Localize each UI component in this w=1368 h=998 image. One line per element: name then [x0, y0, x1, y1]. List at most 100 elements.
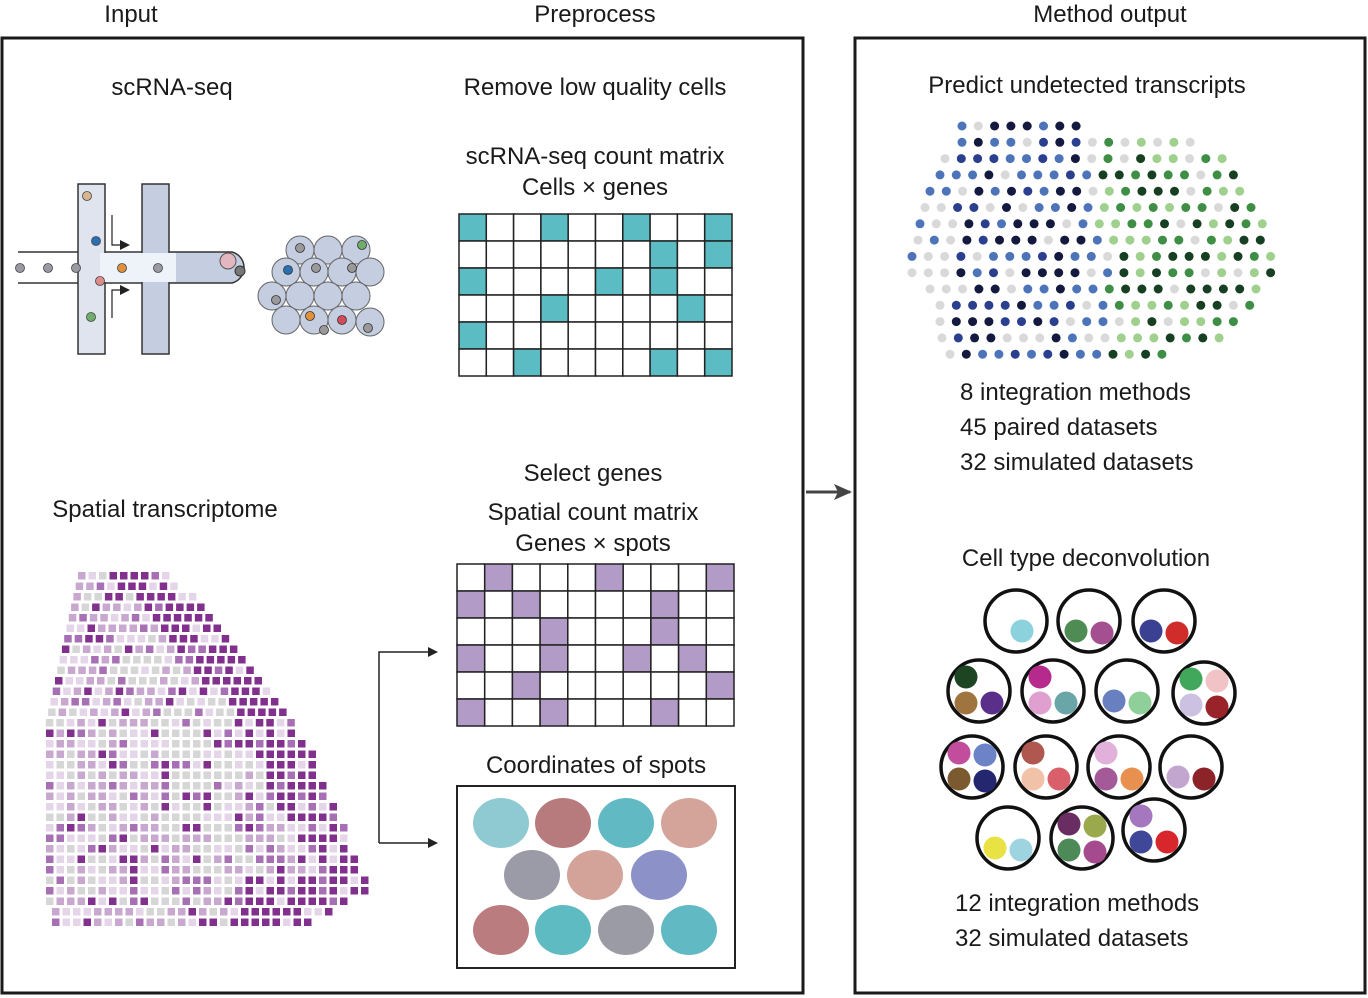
tissue-spot — [73, 687, 82, 695]
transcript-dot — [1021, 268, 1031, 278]
tissue-spot — [161, 750, 169, 758]
spatial-matrix-cell — [511, 671, 541, 700]
tissue-spot — [256, 813, 264, 821]
transcript-dot — [1192, 219, 1202, 229]
spot-circle — [567, 850, 623, 900]
tissue-spot — [214, 876, 222, 884]
tissue-spot — [67, 855, 75, 863]
scrna-matrix-cell — [676, 321, 706, 350]
transcript-dot — [1010, 349, 1020, 359]
tissue-spot — [225, 666, 233, 674]
transcript-dot — [1002, 333, 1012, 343]
tissue-spot — [77, 750, 85, 758]
transcript-dot — [984, 170, 994, 180]
transcript-dot — [1212, 300, 1222, 310]
tissue-spot — [205, 614, 213, 622]
tissue-spot — [277, 729, 285, 737]
tissue-spot — [172, 887, 180, 895]
tissue-spot — [182, 834, 190, 842]
tissue-spot — [214, 834, 222, 842]
cell-type-dot — [1057, 812, 1081, 836]
tissue-spot — [199, 918, 207, 926]
tissue-spot — [109, 572, 117, 580]
tissue-spot — [119, 750, 127, 758]
tissue-spot — [79, 614, 87, 622]
tissue-spot — [256, 855, 264, 863]
transcript-dot — [968, 317, 978, 327]
spot-circle — [661, 798, 717, 848]
tissue-spot — [167, 918, 175, 926]
transcript-dot — [1055, 284, 1065, 294]
transcript-dot — [1223, 235, 1233, 245]
tissue-spot — [235, 782, 243, 790]
tissue-spot — [109, 813, 117, 821]
tissue-spot — [56, 855, 64, 863]
tissue-spot — [130, 771, 138, 779]
tissue-spot — [256, 834, 264, 842]
tissue-spot — [88, 803, 96, 811]
tissue-spot — [256, 824, 264, 832]
scrna-matrix-cell — [512, 240, 542, 269]
transcript-dot — [1141, 235, 1151, 245]
tissue-spot — [68, 614, 77, 622]
transcript-dot — [1094, 219, 1104, 229]
transcript-dot — [1103, 154, 1113, 164]
bead — [82, 191, 92, 201]
tissue-spot — [64, 635, 72, 643]
transcript-dot — [1033, 300, 1043, 310]
transcript-dot — [1208, 219, 1218, 229]
tissue-spot — [97, 677, 105, 685]
tissue-spot — [235, 887, 243, 895]
transcript-dot — [1153, 284, 1163, 294]
tissue-spot — [162, 572, 170, 580]
bead — [153, 263, 163, 273]
tissue-spot — [220, 918, 228, 926]
transcript-dot — [984, 317, 994, 327]
transcript-dot — [1255, 235, 1265, 245]
transcript-dot — [995, 235, 1004, 245]
tissue-spot — [252, 687, 260, 695]
transcript-dot — [980, 219, 990, 229]
tissue-spot — [340, 887, 348, 895]
tissue-spot — [235, 876, 243, 884]
tissue-spot — [235, 834, 243, 842]
transcript-dot — [1184, 268, 1194, 278]
tissue-spot — [77, 845, 85, 853]
tissue-spot — [287, 845, 295, 853]
tissue-spot — [214, 666, 223, 674]
cell-type-dot — [1064, 619, 1088, 643]
transcript-dot — [1184, 251, 1194, 261]
spatial-matrix-cell — [456, 590, 486, 619]
transcript-dot — [1065, 170, 1075, 180]
scrna-matrix-cell — [703, 321, 733, 350]
tissue-spot — [67, 887, 75, 895]
cell-type-dot — [1083, 814, 1107, 838]
tissue-spot — [203, 719, 211, 727]
tissue-spot — [119, 792, 127, 800]
transcript-dot — [1170, 186, 1179, 196]
transcript-dot — [1136, 137, 1146, 147]
tissue-spot — [214, 897, 222, 905]
spatial-matrix-cell — [677, 698, 708, 727]
microfluidic-chip-illustration — [15, 183, 385, 355]
spot-ring — [1049, 805, 1115, 871]
tissue-spot — [109, 855, 117, 863]
transcript-dot — [1176, 219, 1186, 229]
tissue-spot — [245, 719, 253, 727]
tissue-spot — [266, 897, 274, 905]
tissue-spot — [191, 677, 199, 685]
cell-type-dot — [1021, 767, 1045, 791]
deconv-spot — [946, 658, 1012, 724]
tissue-spot — [266, 876, 274, 884]
droplet — [341, 281, 371, 311]
tissue-spot — [308, 834, 316, 842]
droplet — [271, 305, 301, 335]
scrna-matrix-cell — [676, 240, 706, 269]
tissue-spot — [151, 897, 159, 905]
spatial-matrix-cell — [594, 698, 624, 727]
tissue-spot — [88, 761, 96, 769]
transcript-dot — [929, 235, 939, 245]
transcript-dot — [925, 284, 935, 294]
tissue-spot — [182, 866, 190, 874]
transcript-dot — [972, 251, 982, 261]
